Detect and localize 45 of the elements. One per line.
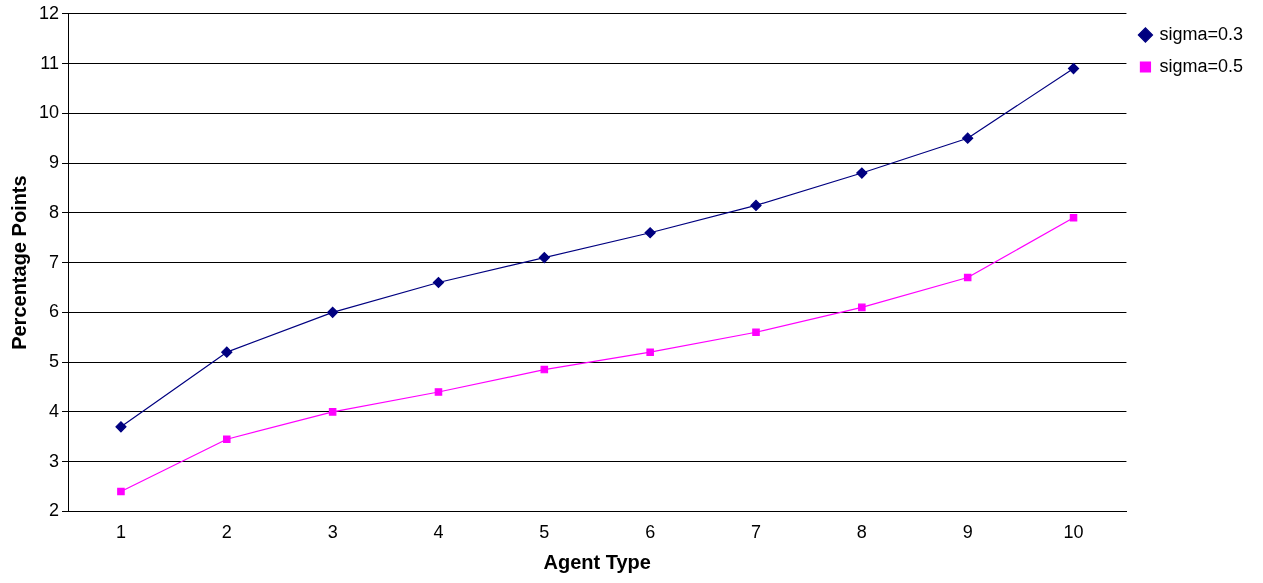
x-tick-label: 8 xyxy=(856,522,867,543)
point xyxy=(434,388,443,396)
y-tick-label: 8 xyxy=(49,201,60,222)
point xyxy=(858,303,866,312)
legend-label: sigma=0.3 xyxy=(1159,23,1244,44)
point xyxy=(221,346,233,358)
x-axis-title: Agent Type xyxy=(543,550,651,573)
point xyxy=(115,421,127,433)
y-tick-label: 9 xyxy=(49,152,60,173)
point xyxy=(644,227,656,239)
x-tick-label: 9 xyxy=(962,522,973,543)
x-tick-label: 5 xyxy=(539,522,550,543)
y-tick-label: 3 xyxy=(49,450,60,471)
point xyxy=(1067,62,1080,75)
point xyxy=(750,199,762,211)
point xyxy=(962,132,974,144)
x-tick-label: 2 xyxy=(221,522,232,543)
point xyxy=(752,328,760,337)
x-tick-label: 1 xyxy=(115,522,126,543)
point xyxy=(963,273,972,282)
y-tick-label: 5 xyxy=(49,351,60,372)
legend-label: sigma=0.5 xyxy=(1159,55,1244,76)
point xyxy=(856,167,868,179)
y-tick-label: 7 xyxy=(49,251,60,272)
y-tick-label: 2 xyxy=(49,500,60,521)
x-tick-label: 3 xyxy=(327,522,338,543)
point xyxy=(327,306,339,318)
x-tick-label: 4 xyxy=(433,522,444,543)
x-tick-label: 7 xyxy=(750,522,762,543)
point xyxy=(538,252,550,264)
y-tick-label: 11 xyxy=(40,52,60,73)
point xyxy=(223,435,231,444)
point xyxy=(1069,214,1078,222)
point xyxy=(646,348,654,356)
y-tick-label: 6 xyxy=(49,301,60,322)
y-tick-label: 10 xyxy=(38,102,60,123)
y-tick-label: 4 xyxy=(49,400,60,421)
y-axis-title: Percentage Points xyxy=(7,175,30,350)
x-tick-label: 10 xyxy=(1063,522,1084,543)
y-tick-label: 12 xyxy=(38,2,60,23)
point xyxy=(117,487,125,496)
x-tick-label: 6 xyxy=(645,522,656,543)
point xyxy=(540,365,549,374)
point xyxy=(432,276,445,289)
point xyxy=(328,408,337,416)
